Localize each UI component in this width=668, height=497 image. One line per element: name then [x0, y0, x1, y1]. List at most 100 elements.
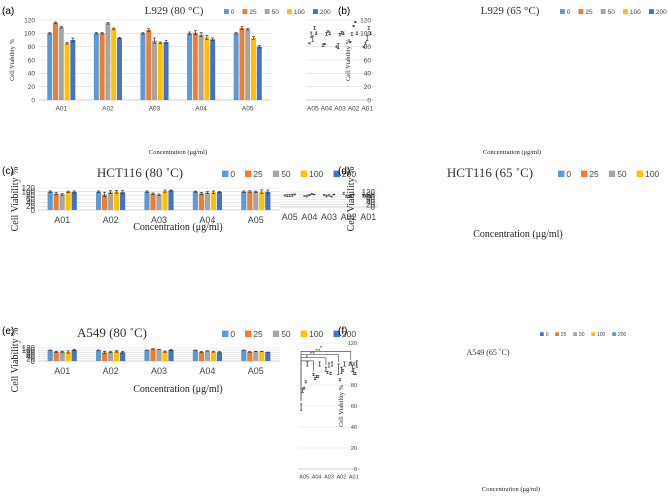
y-axis-title: Cell Viability %: [345, 38, 352, 81]
chart-title: L929 (80 °C): [145, 5, 204, 17]
bar: [96, 191, 102, 210]
significance-label: *: [320, 345, 323, 352]
bar: [105, 23, 111, 100]
y-tick-label: 60: [26, 195, 35, 204]
bar: [99, 33, 105, 101]
legend: 0 25 50 100 200: [224, 9, 331, 16]
bar: [108, 192, 114, 210]
legend-swatch: [242, 9, 248, 14]
x-tick-label: A02: [337, 475, 347, 481]
bar: [53, 22, 59, 101]
y-tick-label: 40: [26, 198, 35, 207]
bar: [152, 40, 157, 100]
bar: [192, 191, 198, 210]
bar: [253, 191, 259, 210]
chart-title: A549 (65 ˚C): [466, 348, 509, 357]
bar: [114, 351, 120, 361]
bar: [245, 29, 251, 100]
legend-label: 200: [320, 9, 331, 16]
legend-label: 0: [230, 169, 235, 179]
y-tick-label: 20: [364, 84, 372, 91]
legend-swatch: [244, 170, 252, 177]
bar: [102, 352, 108, 361]
legend-label: 100: [630, 9, 641, 16]
y-tick-label: 80: [26, 348, 35, 357]
y-tick-label: 60: [364, 57, 372, 64]
x-tick-label: A01: [54, 366, 70, 376]
y-tick-label: 20: [28, 84, 36, 91]
bar: [168, 190, 174, 210]
y-tick-label: 0: [371, 203, 376, 212]
y-tick-label: 100: [22, 187, 36, 196]
bar: [192, 32, 198, 100]
x-tick-label: A05: [299, 475, 309, 481]
bar: [247, 351, 253, 361]
legend-label: 50: [272, 9, 280, 16]
y-tick-label: 120: [362, 188, 376, 197]
bar: [65, 352, 71, 361]
bar: [157, 42, 163, 100]
bar: [102, 194, 108, 210]
legend-swatch: [333, 170, 340, 177]
legend-label: 50: [579, 332, 585, 338]
legend-label: 25: [561, 332, 567, 338]
x-tick-label: A04: [312, 475, 322, 481]
x-tick-label: A02: [103, 366, 119, 376]
bar: [168, 349, 174, 361]
panel-label: (a): [2, 6, 14, 17]
legend-label: 100: [309, 169, 323, 179]
legend-label: 100: [645, 169, 659, 179]
bar: [216, 352, 222, 361]
legend: 0 25 50 100 200: [560, 9, 667, 16]
legend-label: 50: [617, 169, 627, 179]
bar: [239, 28, 245, 100]
bar: [53, 193, 59, 210]
chart-title: L929 (65 °C): [481, 5, 540, 17]
y-tick-label: 60: [351, 404, 357, 410]
bar: [144, 350, 150, 361]
x-tick-label: A02: [348, 106, 360, 113]
y-tick-label: 100: [22, 346, 36, 355]
y-tick-label: 80: [351, 383, 357, 389]
y-tick-label: 120: [360, 17, 371, 24]
legend-label: 200: [342, 329, 356, 339]
legend-swatch: [222, 170, 229, 177]
x-tick-label: A01: [54, 215, 70, 225]
legend-label: 0: [566, 169, 571, 179]
y-tick-label: 0: [31, 357, 36, 366]
y-tick-label: 120: [22, 184, 36, 193]
x-tick-label: A03: [324, 475, 334, 481]
bar: [64, 43, 70, 100]
y-tick-label: 0: [31, 206, 36, 215]
legend: 0 25 50 100 200: [222, 169, 356, 179]
panel-label: (e): [2, 326, 14, 337]
significance-bracket: [300, 360, 314, 401]
y-tick-label: 60: [366, 195, 375, 204]
legend-label: 100: [309, 329, 323, 339]
y-tick-label: 80: [364, 44, 372, 51]
x-tick-label: A01: [349, 475, 359, 481]
legend-swatch: [591, 332, 595, 336]
x-axis-title: Concentration (μg/ml): [482, 486, 540, 493]
bar: [71, 192, 77, 210]
legend-swatch: [333, 330, 340, 337]
y-tick-label: 0: [367, 97, 371, 104]
legend-label: 200: [342, 169, 356, 179]
legend-swatch: [612, 332, 616, 336]
legend-label: 0: [567, 9, 571, 16]
x-tick-label: A04: [321, 106, 333, 113]
y-tick-label: 100: [362, 190, 376, 199]
legend-label: 50: [608, 9, 616, 16]
legend-label: 100: [597, 332, 606, 338]
bar: [108, 352, 114, 361]
bar: [259, 351, 265, 361]
y-tick-label: 60: [28, 57, 36, 64]
panel-label: (b): [338, 6, 350, 17]
bar: [70, 40, 76, 100]
legend-label: 0: [231, 9, 235, 16]
y-tick-label: 60: [26, 350, 35, 359]
bar: [259, 191, 265, 210]
chart-title: HCT116 (80 ˚C): [97, 165, 183, 180]
bar: [156, 349, 162, 361]
